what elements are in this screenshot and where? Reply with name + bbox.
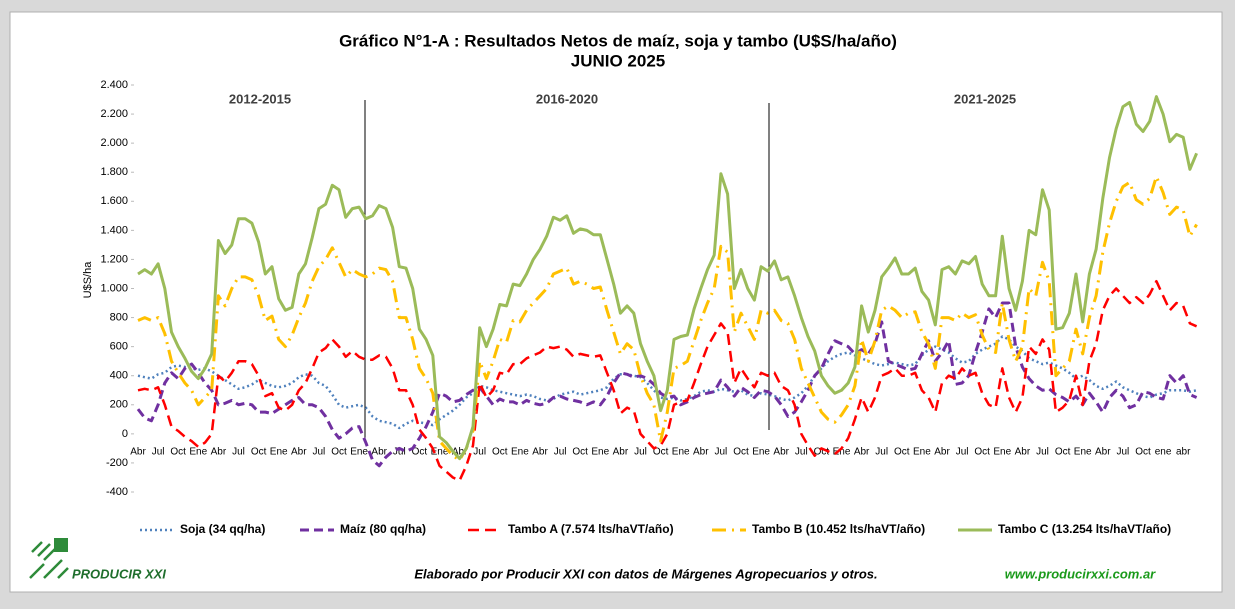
y-tick-label: 0 <box>122 428 128 440</box>
x-tick-label: Jul <box>1036 447 1049 458</box>
x-tick-label: Abr <box>291 447 307 458</box>
period-label: 2016-2020 <box>536 91 598 106</box>
logo-text: PRODUCIR XXI <box>72 566 166 581</box>
series-line <box>137 335 1197 430</box>
x-tick-label: Abr <box>1015 447 1031 458</box>
legend-label: Maíz (80 qq/ha) <box>340 522 426 536</box>
y-tick-label: 2.400 <box>100 79 128 91</box>
period-label: 2012-2015 <box>229 91 291 106</box>
x-tick-label: Ene <box>189 447 207 458</box>
x-tick-label: Ene <box>993 447 1011 458</box>
x-tick-label: Jul <box>393 447 406 458</box>
x-tick-label: Oct <box>814 447 830 458</box>
x-tick-label: Oct <box>331 447 347 458</box>
x-tick-label: Oct <box>894 447 910 458</box>
footer-note: Elaborado por Producir XXI con datos de … <box>414 566 877 581</box>
x-tick-label: abr <box>1176 447 1191 458</box>
x-tick-label: Abr <box>613 447 629 458</box>
logo-arrows <box>29 541 69 579</box>
x-tick-label: Abr <box>693 447 709 458</box>
y-tick-label: -200 <box>106 457 128 469</box>
x-tick-label: Ene <box>913 447 931 458</box>
chart-frame <box>9 11 1223 593</box>
x-tick-label: Ene <box>350 447 368 458</box>
x-tick-label: Jul <box>956 447 969 458</box>
x-tick-label: Abr <box>773 447 789 458</box>
x-tick-label: Jul <box>875 447 888 458</box>
x-tick-label: Abr <box>452 447 468 458</box>
chart-subtitle: JUNIO 2025 <box>571 51 666 70</box>
y-tick-label: 200 <box>110 399 128 411</box>
x-tick-label: Jul <box>795 447 808 458</box>
x-tick-label: Jul <box>232 447 245 458</box>
x-tick-label: Jul <box>313 447 326 458</box>
y-tick-label: 600 <box>110 341 128 353</box>
x-tick-label: Ene <box>833 447 851 458</box>
y-tick-label: 1.200 <box>100 253 128 265</box>
x-tick-label: Ene <box>1074 447 1092 458</box>
legend-label: Soja (34 qq/ha) <box>180 522 265 536</box>
x-tick-label: Jul <box>1117 447 1130 458</box>
y-tick-label: 1.400 <box>100 224 128 236</box>
x-tick-label: Abr <box>371 447 387 458</box>
x-tick-label: Ene <box>591 447 609 458</box>
y-tick-label: 1.000 <box>100 282 128 294</box>
x-tick-label: Ene <box>431 447 449 458</box>
x-tick-label: Oct <box>653 447 669 458</box>
x-tick-label: Ene <box>270 447 288 458</box>
x-tick-label: Abr <box>1095 447 1111 458</box>
x-tick-label: Oct <box>733 447 749 458</box>
x-tick-label: Abr <box>854 447 870 458</box>
x-tick-label: Abr <box>130 447 146 458</box>
x-tick-label: Jul <box>152 447 165 458</box>
x-tick-label: Jul <box>634 447 647 458</box>
x-tick-label: Jul <box>554 447 567 458</box>
y-tick-label: 1.600 <box>100 195 128 207</box>
legend-label: Tambo C (13.254 lts/haVT/año) <box>998 522 1171 536</box>
y-tick-label: 400 <box>110 370 128 382</box>
y-tick-label: 2.000 <box>100 137 128 149</box>
x-tick-label: Ene <box>752 447 770 458</box>
series-line <box>137 175 1198 462</box>
series-line <box>137 279 1198 482</box>
legend-label: Tambo A (7.574 lts/haVT/año) <box>508 522 674 536</box>
x-tick-label: Jul <box>473 447 486 458</box>
logo <box>29 538 69 579</box>
x-tick-label: Oct <box>974 447 990 458</box>
x-tick-label: ene <box>1155 447 1172 458</box>
y-axis-label: U$S/ha <box>82 261 94 299</box>
y-tick-label: 1.800 <box>100 166 128 178</box>
x-tick-label: Ene <box>511 447 529 458</box>
period-label: 2021-2025 <box>954 91 1016 106</box>
series-line <box>136 301 1198 468</box>
y-tick-label: 800 <box>110 311 128 323</box>
x-tick-label: Oct <box>251 447 267 458</box>
chart-title: Gráfico N°1-A : Resultados Netos de maíz… <box>339 31 897 50</box>
y-tick-label: 2.200 <box>100 108 128 120</box>
x-tick-label: Abr <box>934 447 950 458</box>
x-tick-label: Jul <box>715 447 728 458</box>
x-tick-label: Oct <box>412 447 428 458</box>
x-tick-label: Oct <box>1055 447 1071 458</box>
x-tick-label: Oct <box>572 447 588 458</box>
x-tick-label: Oct <box>1135 447 1151 458</box>
y-tick-label: -400 <box>106 486 128 498</box>
x-tick-label: Oct <box>170 447 186 458</box>
x-tick-label: Abr <box>211 447 227 458</box>
series-line <box>137 95 1198 461</box>
footer-url: www.producirxxi.com.ar <box>1005 566 1156 581</box>
x-tick-label: Ene <box>672 447 690 458</box>
logo-square <box>54 538 68 552</box>
legend-label: Tambo B (10.452 lts/haVT/año) <box>752 522 925 536</box>
x-tick-label: Abr <box>532 447 548 458</box>
x-tick-label: Oct <box>492 447 508 458</box>
